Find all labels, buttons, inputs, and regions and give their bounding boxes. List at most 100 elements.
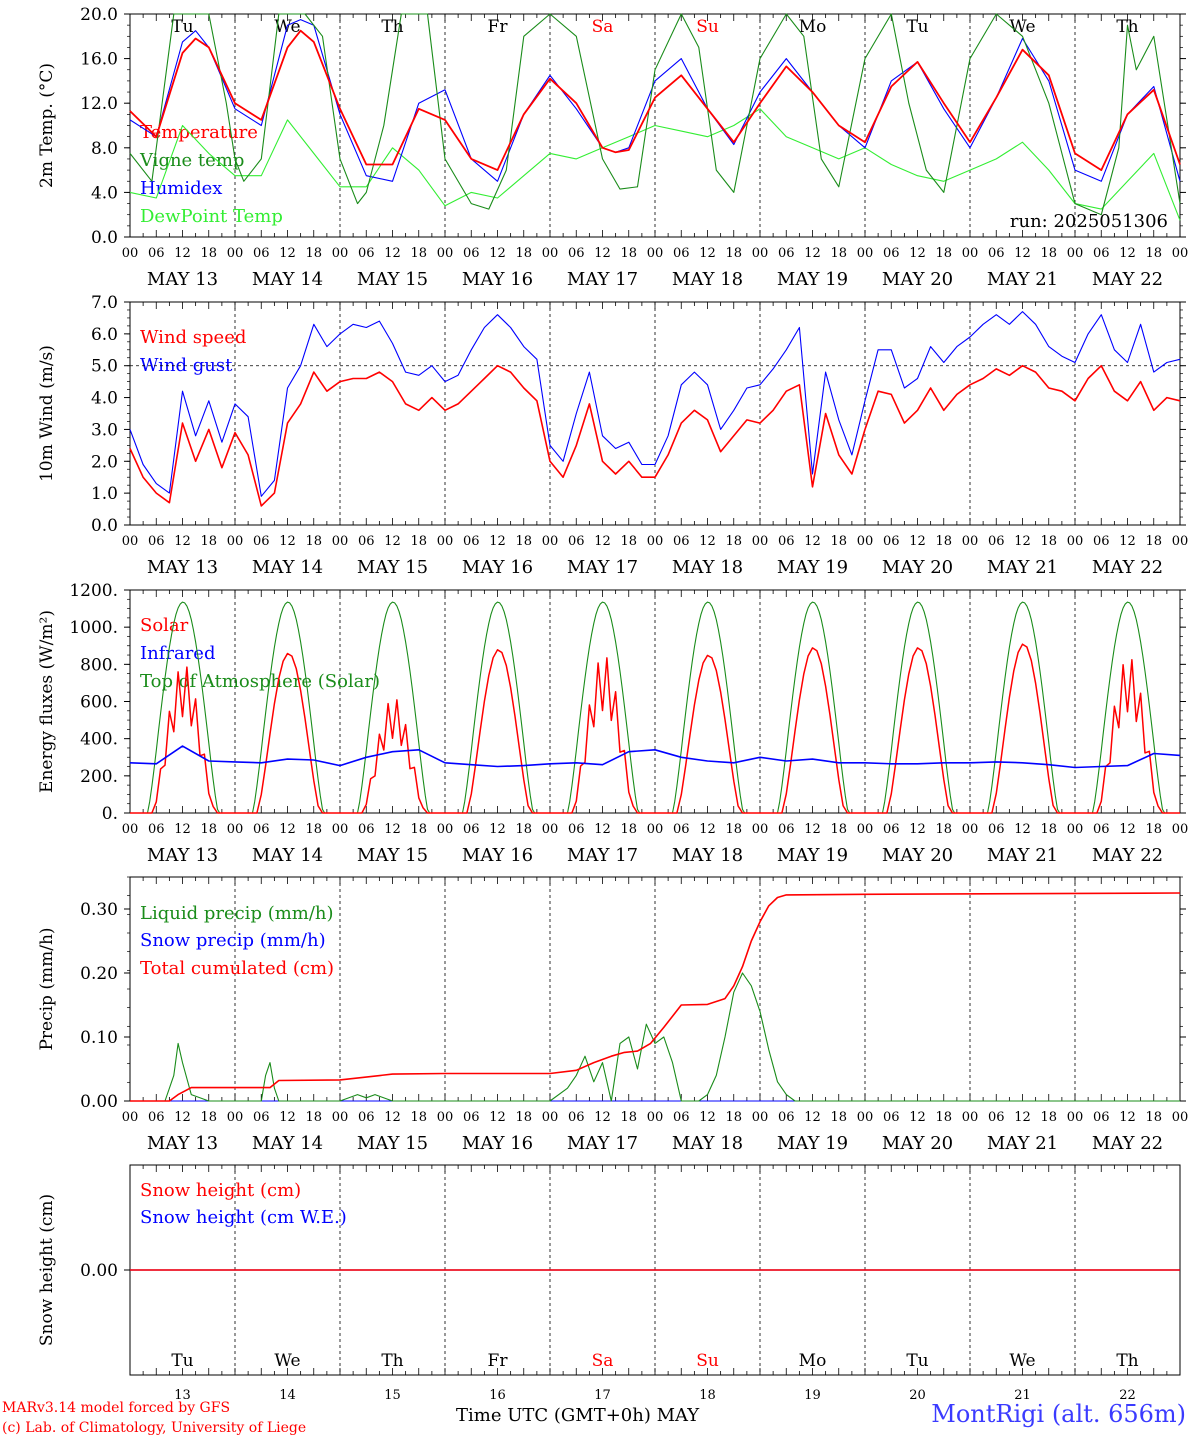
series-dewpoint-temp (129, 108, 1181, 221)
panel-3-hour-label: 18 (620, 822, 637, 837)
series-temperature (129, 29, 1181, 172)
panel-4-hour-label: 12 (804, 1110, 821, 1125)
series-solar (130, 643, 1180, 814)
panel-2-date-label: MAY 14 (252, 557, 323, 578)
weekday-label-bottom: Tu (171, 1351, 193, 1371)
weekday-label-top: Tu (906, 17, 928, 37)
panel-3-hour-label: 06 (778, 822, 795, 837)
panel-1-hour-label: 00 (542, 246, 559, 261)
panel-4-hour-label: 18 (410, 1110, 427, 1125)
panel-4-hour-label: 18 (725, 1110, 742, 1125)
model-credit: MARv3.14 model forced by GFS (2, 1400, 231, 1416)
panel-3-ytick-label: 600. (80, 693, 118, 713)
panel-4-ytick-label: 0.10 (80, 1028, 118, 1048)
panel-3-hour-label: 00 (542, 822, 559, 837)
panel-3-legend-solar: Solar (140, 615, 189, 636)
panel-2-date-label: MAY 18 (672, 557, 743, 578)
panel-3-hour-label: 12 (489, 822, 506, 837)
panel-3-hour-label: 06 (253, 822, 270, 837)
panel-3-hour-label: 12 (699, 822, 716, 837)
panel-2-hour-label: 18 (410, 534, 427, 549)
panel-1-legend-humidex: Humidex (140, 178, 222, 199)
panel-4-hour-label: 00 (227, 1110, 244, 1125)
panel-4-hour-label: 12 (594, 1110, 611, 1125)
panel-4-hour-label: 12 (279, 1110, 296, 1125)
panel-2-ytick-label: 3.0 (91, 420, 118, 440)
panel-2-hour-label: 18 (830, 534, 847, 549)
panel-2-date-label: MAY 13 (147, 557, 218, 578)
panel-1-date-label: MAY 18 (672, 269, 743, 290)
panel-3-hour-label: 06 (358, 822, 375, 837)
panel-3-hour-label: 12 (804, 822, 821, 837)
panel-1-ytick-label: 0.0 (91, 228, 118, 248)
weekday-label-top: Tu (171, 17, 193, 37)
panel-2-hour-label: 18 (200, 534, 217, 549)
panel-1-hour-label: 18 (305, 246, 322, 261)
panel-4-hour-label: 00 (752, 1110, 769, 1125)
panel-1-legend-dewpoint-temp: DewPoint Temp (140, 206, 283, 227)
weekday-label-bottom: Tu (906, 1351, 928, 1371)
day-number-label: 17 (594, 1388, 611, 1403)
panel-3-date-label: MAY 17 (567, 845, 638, 866)
panel-2-hour-label: 00 (647, 534, 664, 549)
panel-2-hour-label: 18 (515, 534, 532, 549)
panel-4-hour-label: 18 (1040, 1110, 1057, 1125)
panel-2-ytick-label: 5.0 (91, 357, 118, 377)
panel-5-legend-snow-height-cm-w-e-: Snow height (cm W.E.) (140, 1207, 347, 1228)
panel-3-ytick-label: 400. (80, 730, 118, 750)
panel-2-ytick-label: 1.0 (91, 484, 118, 504)
panel-2-hour-label: 06 (1093, 534, 1110, 549)
weekday-label-top: Su (696, 17, 719, 37)
panel-2-hour-label: 06 (988, 534, 1005, 549)
panel-2-hour-label: 12 (594, 534, 611, 549)
panel-4-hour-label: 06 (988, 1110, 1005, 1125)
panel-2-ylabel: 10m Wind (m/s) (37, 345, 57, 482)
panel-4-hour-label: 00 (857, 1110, 874, 1125)
panel-3-hour-label: 00 (647, 822, 664, 837)
panel-3-hour-label: 00 (1067, 822, 1084, 837)
panel-2-ytick-label: 4.0 (91, 389, 118, 409)
panel-1-hour-label: 06 (988, 246, 1005, 261)
panel-4-hour-label: 12 (489, 1110, 506, 1125)
panel-2-date-label: MAY 21 (987, 557, 1058, 578)
panel-2-date-label: MAY 16 (462, 557, 533, 578)
panel-1-hour-label: 18 (725, 246, 742, 261)
panel-4-hour-label: 00 (1172, 1110, 1189, 1125)
panel-1-hour-label: 00 (437, 246, 454, 261)
panel-4-hour-label: 12 (909, 1110, 926, 1125)
run-label: run: 2025051306 (1010, 211, 1168, 232)
panel-3-date-label: MAY 15 (357, 845, 428, 866)
panel-1-hour-label: 18 (620, 246, 637, 261)
weekday-label-top: Fr (488, 17, 509, 37)
series-total-cumulated-cm- (130, 892, 1181, 1102)
panel-3-ytick-label: 1200. (69, 581, 118, 601)
station-label: MontRigi (alt. 656m) (931, 1400, 1186, 1428)
day-number-label: 18 (699, 1388, 716, 1403)
panel-3-hour-label: 00 (857, 822, 874, 837)
day-number-label: 13 (174, 1388, 191, 1403)
panel-2-hour-label: 18 (725, 534, 742, 549)
panel-4-hour-label: 00 (332, 1110, 349, 1125)
panel-5-ylabel: Snow height (cm) (37, 1194, 57, 1346)
panel-3-date-label: MAY 18 (672, 845, 743, 866)
panel-3-hour-label: 18 (305, 822, 322, 837)
panel-4-hour-label: 12 (1119, 1110, 1136, 1125)
panel-2-ytick-label: 0.0 (91, 516, 118, 536)
panel-3-date-label: MAY 21 (987, 845, 1058, 866)
panel-2-hour-label: 12 (1119, 534, 1136, 549)
panel-4-hour-label: 12 (174, 1110, 191, 1125)
panel-1-hour-label: 00 (1172, 246, 1189, 261)
panel-4-ylabel: Precip (mm/h) (37, 927, 57, 1050)
panel-1-date-label: MAY 19 (777, 269, 848, 290)
panel-3-hour-label: 12 (279, 822, 296, 837)
panel-3-ytick-label: 800. (80, 655, 118, 675)
panel-2-date-label: MAY 22 (1092, 557, 1163, 578)
panel-3-ytick-label: 200. (80, 767, 118, 787)
panel-3-hour-label: 18 (515, 822, 532, 837)
panel-2-hour-label: 06 (253, 534, 270, 549)
panel-2-legend-wind-speed: Wind speed (140, 327, 246, 348)
panel-2-hour-label: 00 (227, 534, 244, 549)
panel-3-date-label: MAY 16 (462, 845, 533, 866)
panel-1-date-label: MAY 17 (567, 269, 638, 290)
panel-2-hour-label: 00 (1067, 534, 1084, 549)
